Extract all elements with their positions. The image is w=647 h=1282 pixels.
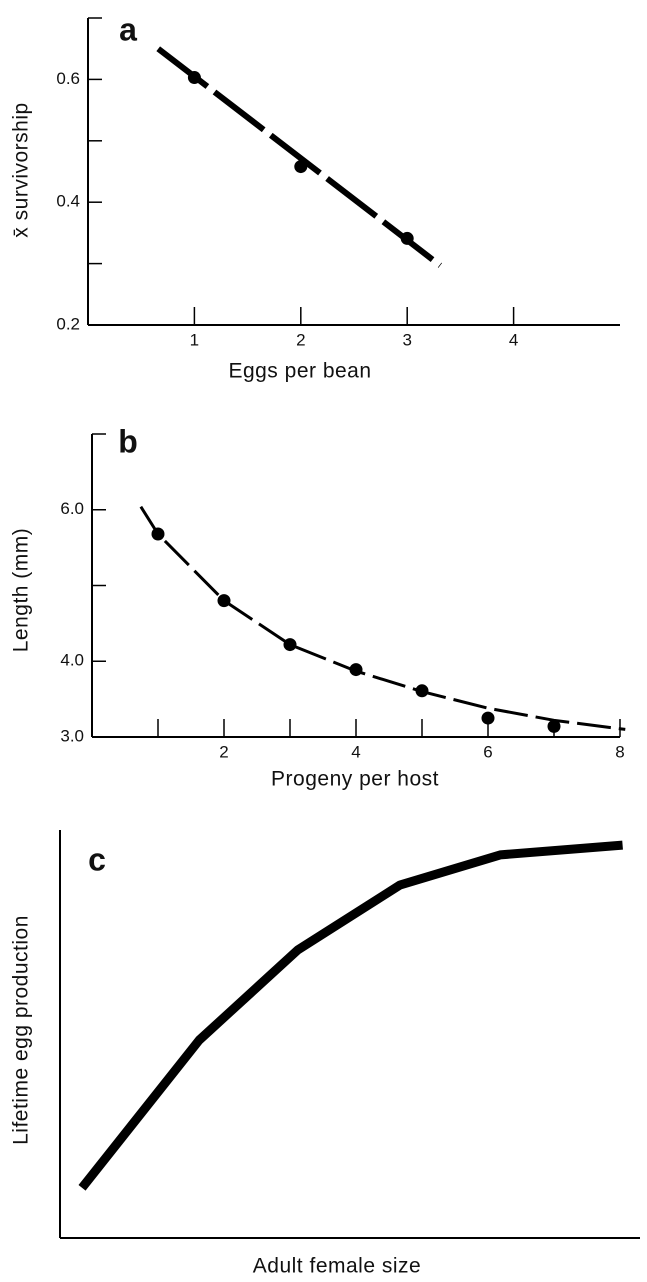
y-tick-label: 4.0 [60, 651, 84, 670]
panel-label: b [118, 423, 138, 459]
x-axis-title: Adult female size [253, 1255, 421, 1278]
fit-curve [156, 46, 443, 268]
curve [78, 840, 623, 1191]
y-axis-title: x̄ survivorship [10, 102, 33, 237]
data-point [283, 638, 297, 652]
data-point [400, 231, 414, 245]
x-tick-label: 2 [296, 330, 305, 349]
x-tick-label: 4 [509, 330, 518, 349]
data-point [481, 711, 495, 725]
x-axis-title: Progeny per host [271, 768, 439, 791]
y-tick-label: 0.2 [56, 314, 80, 333]
data-point [547, 719, 561, 733]
y-tick-label: 0.6 [56, 69, 80, 88]
x-tick-label: 3 [402, 330, 411, 349]
y-tick-label: 0.4 [56, 192, 80, 211]
panel-label: a [119, 11, 137, 47]
y-axis-title: Length (mm) [10, 528, 33, 653]
panel-label: c [88, 841, 106, 877]
data-point [294, 160, 308, 174]
x-tick-label: 8 [615, 742, 624, 761]
y-axis-title: Lifetime egg production [10, 915, 33, 1145]
data-point [151, 527, 165, 541]
data-point [217, 594, 231, 608]
fit-curve [139, 505, 626, 731]
x-tick-label: 6 [483, 742, 492, 761]
data-point [187, 71, 201, 85]
y-tick-label: 6.0 [60, 499, 84, 518]
x-axis-title: Eggs per bean [228, 360, 371, 383]
data-point [415, 684, 429, 698]
x-tick-label: 4 [351, 742, 360, 761]
data-point [349, 663, 363, 677]
y-tick-label: 3.0 [60, 726, 84, 745]
x-tick-label: 2 [219, 742, 228, 761]
x-tick-label: 1 [190, 330, 199, 349]
